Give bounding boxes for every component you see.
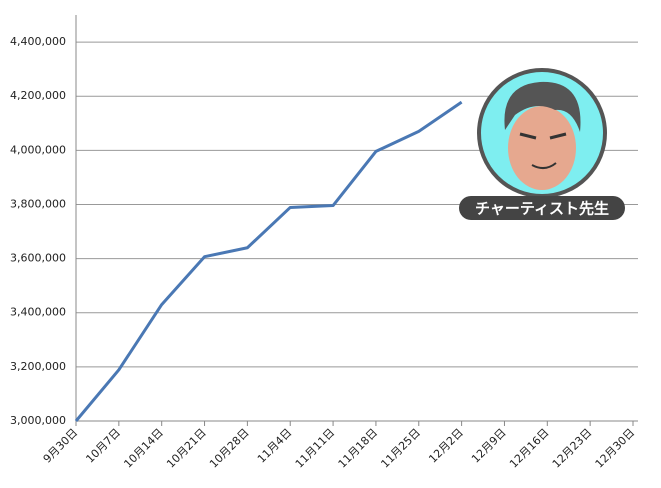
mascot-face <box>508 106 576 190</box>
x-tick-label: 12月2日 <box>426 426 466 466</box>
line <box>74 100 463 422</box>
x-tick-label: 11月4日 <box>255 426 295 466</box>
x-tick-label: 12月9日 <box>469 426 509 466</box>
x-tick-label: 11月18日 <box>336 426 381 471</box>
y-tick-label: 4,400,000 <box>10 35 66 48</box>
x-tick-label: 12月23日 <box>550 426 595 471</box>
x-tick-label: 12月30日 <box>593 426 638 471</box>
y-tick-label: 3,800,000 <box>10 197 66 210</box>
y-tick-label: 3,200,000 <box>10 360 66 373</box>
x-tick-label: 10月7日 <box>83 426 123 466</box>
x-tick-label: 10月14日 <box>121 426 166 471</box>
x-tick-label: 12月16日 <box>507 426 552 471</box>
x-tick-label: 9月30日 <box>41 426 81 466</box>
x-tick-label: 10月21日 <box>164 426 209 471</box>
y-tick-label: 3,400,000 <box>10 306 66 319</box>
mascot-brows <box>519 132 567 140</box>
x-tick-label: 10月28日 <box>207 426 252 471</box>
x-tick-label: 11月25日 <box>378 426 423 471</box>
x-tick-label: 11月11日 <box>293 426 338 471</box>
mascot-hair <box>504 81 581 132</box>
y-tick-label: 3,600,000 <box>10 252 66 265</box>
badge <box>459 196 625 220</box>
mascot-mouth <box>531 162 557 169</box>
y-tick-label: 3,000,000 <box>10 414 66 427</box>
y-tick-label: 4,000,000 <box>10 143 66 156</box>
badge-label: チャーティスト先生 <box>475 200 609 218</box>
y-tick-label: 4,200,000 <box>10 89 66 102</box>
mascot: チャーティスト先生 <box>459 68 625 220</box>
